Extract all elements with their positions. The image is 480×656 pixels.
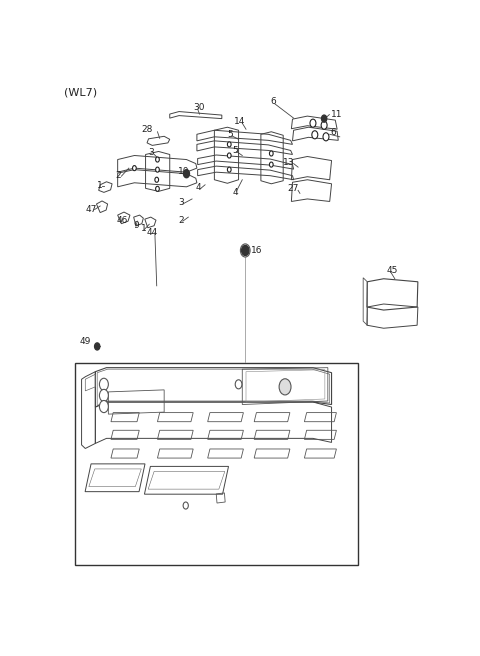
Text: 45: 45	[386, 266, 398, 275]
Circle shape	[228, 167, 231, 172]
Text: 5: 5	[228, 131, 234, 139]
Text: 27: 27	[288, 184, 299, 193]
Text: 10: 10	[178, 167, 190, 176]
Circle shape	[269, 151, 273, 156]
Circle shape	[279, 379, 291, 395]
Circle shape	[183, 170, 190, 178]
Text: 30: 30	[193, 102, 204, 112]
Circle shape	[312, 131, 318, 139]
Text: 6: 6	[270, 98, 276, 106]
Text: 1: 1	[97, 181, 103, 190]
Text: 14: 14	[234, 117, 245, 126]
Circle shape	[156, 186, 159, 192]
Bar	[75, 363, 358, 565]
Circle shape	[156, 157, 159, 162]
Text: 4: 4	[196, 183, 202, 192]
Circle shape	[99, 390, 108, 401]
Circle shape	[322, 115, 327, 122]
Circle shape	[99, 400, 108, 413]
Text: 4: 4	[232, 188, 238, 197]
Text: (WL7): (WL7)	[64, 88, 97, 98]
Circle shape	[321, 121, 327, 129]
Circle shape	[95, 343, 100, 350]
Text: 3: 3	[148, 148, 154, 157]
Circle shape	[235, 380, 242, 389]
Text: 16: 16	[251, 246, 263, 255]
Circle shape	[269, 162, 273, 167]
Circle shape	[323, 133, 329, 141]
Circle shape	[228, 142, 231, 147]
Text: 9: 9	[133, 220, 139, 230]
Text: 1: 1	[141, 224, 146, 234]
Circle shape	[228, 153, 231, 158]
Circle shape	[155, 177, 158, 182]
Text: 3: 3	[178, 199, 184, 207]
Text: 6: 6	[331, 129, 336, 137]
Circle shape	[99, 379, 108, 390]
Text: 2: 2	[115, 171, 120, 180]
Text: 44: 44	[147, 228, 158, 237]
Text: 49: 49	[79, 337, 91, 346]
Text: 2: 2	[178, 216, 184, 224]
Circle shape	[183, 502, 188, 509]
Circle shape	[132, 165, 136, 171]
Text: 46: 46	[117, 216, 128, 224]
Text: 11: 11	[331, 110, 342, 119]
Text: 47: 47	[85, 205, 96, 214]
Text: 28: 28	[141, 125, 153, 134]
Text: 5: 5	[232, 146, 238, 155]
Circle shape	[156, 167, 159, 172]
Circle shape	[310, 119, 316, 127]
Circle shape	[241, 245, 249, 255]
Text: 13: 13	[282, 158, 294, 167]
